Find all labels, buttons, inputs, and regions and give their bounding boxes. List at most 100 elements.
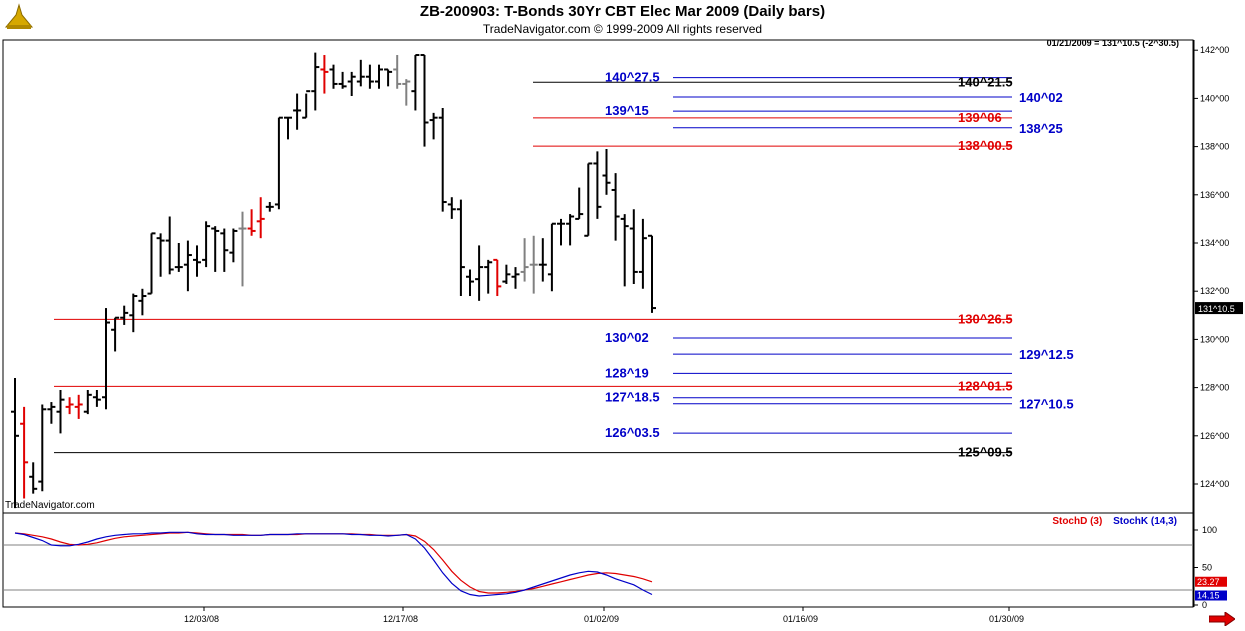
price-bar: [138, 288, 147, 316]
price-bar: [129, 293, 138, 333]
level-label: 130^26.5: [958, 311, 1013, 326]
price-bar: [74, 394, 83, 419]
price-bar: [602, 149, 611, 195]
price-bar: [547, 222, 556, 292]
level-label: 139^15: [605, 103, 649, 118]
chart-title: ZB-200903: T-Bonds 30Yr CBT Elec Mar 200…: [419, 3, 826, 20]
price-bar: [620, 214, 629, 287]
price-bar: [202, 221, 211, 268]
price-bar: [65, 397, 74, 415]
price-bar: [638, 218, 647, 289]
price-bar: [611, 173, 620, 241]
oscillator-pane-frame: [2, 512, 1194, 608]
price-bar: [220, 228, 229, 272]
price-bar: [265, 202, 274, 212]
price-bar: [538, 238, 547, 282]
price-bar: [38, 404, 47, 492]
price-bar: [165, 216, 174, 275]
price-bar: [566, 214, 575, 246]
y-tick-label: 140^00: [1200, 93, 1229, 103]
price-bar: [311, 52, 320, 111]
price-bar: [284, 116, 292, 140]
y-tick-label: 130^00: [1200, 334, 1229, 344]
x-tick-label: 01/02/09: [584, 614, 619, 624]
price-bar: [456, 199, 465, 297]
legend-stochK: StochK (14,3): [1113, 516, 1177, 527]
y-tick-label: 134^00: [1200, 238, 1229, 248]
price-bar: [484, 259, 493, 294]
y-tick-label: 128^00: [1200, 383, 1229, 393]
level-label: 127^18.5: [605, 390, 660, 405]
level-label: 130^02: [605, 330, 649, 345]
price-bar: [502, 264, 511, 284]
level-label: 125^09.5: [958, 445, 1013, 460]
price-bar: [593, 151, 602, 219]
watermark: TradeNavigator.com: [5, 500, 95, 511]
price-bar: [229, 228, 238, 263]
price-bar: [338, 71, 347, 89]
price-bar: [29, 462, 38, 494]
price-bar: [274, 116, 283, 210]
osc-y-tick-label: 0: [1202, 600, 1207, 610]
price-bar: [102, 308, 110, 410]
price-bar: [629, 209, 638, 284]
stochD-value: 23.27: [1197, 577, 1220, 587]
y-tick-label: 142^00: [1200, 45, 1229, 55]
level-label: 138^00.5: [958, 138, 1013, 153]
scroll-right-arrow-icon[interactable]: [1209, 612, 1235, 626]
level-label: 139^06: [958, 110, 1002, 125]
price-bar: [329, 64, 338, 89]
price-bar: [247, 209, 256, 236]
price-bar: [520, 238, 529, 282]
price-bar: [393, 55, 402, 89]
price-bar: [493, 258, 502, 297]
level-label: 140^21.5: [958, 74, 1013, 89]
price-bar: [147, 232, 156, 295]
price-bar: [174, 243, 183, 272]
level-label: 140^02: [1019, 90, 1063, 105]
stochK-value-box: [1195, 590, 1227, 601]
price-bar: [575, 187, 584, 220]
price-bar: [375, 64, 383, 89]
level-label: 126^03.5: [605, 425, 660, 440]
x-tick-label: 01/30/09: [989, 614, 1024, 624]
price-bar: [420, 54, 429, 147]
level-label: 128^19: [605, 365, 649, 380]
level-label: 140^27.5: [605, 70, 660, 85]
price-bar: [120, 305, 129, 325]
price-bar: [56, 390, 65, 434]
level-label: 138^25: [1019, 121, 1063, 136]
price-bar: [511, 267, 520, 289]
price-bar: [648, 234, 656, 313]
price-bar: [365, 64, 374, 89]
y-tick-label: 124^00: [1200, 479, 1229, 489]
price-bar: [302, 90, 311, 119]
level-label: 129^12.5: [1019, 347, 1074, 362]
last-price-label: 131^10.5: [1198, 304, 1235, 314]
price-bar: [193, 245, 201, 277]
last-price-box: [1195, 302, 1243, 315]
price-bar: [557, 218, 565, 246]
price-bar: [156, 233, 165, 277]
price-bar: [211, 226, 220, 272]
y-tick-label: 126^00: [1200, 431, 1229, 441]
osc-y-tick-label: 100: [1202, 525, 1217, 535]
price-bar: [447, 197, 456, 219]
stochD-value-box: [1195, 576, 1227, 587]
price-bar: [384, 68, 393, 87]
price-bar: [402, 79, 411, 106]
price-bar: [83, 390, 92, 415]
x-tick-label: 12/17/08: [383, 614, 418, 624]
level-label: 127^10.5: [1019, 397, 1074, 412]
oscillator-legend: StochD (3) StochK (14,3): [1052, 516, 1177, 527]
price-bar: [183, 240, 192, 292]
y-tick-label: 132^00: [1200, 286, 1229, 296]
trade-navigator-logo-icon: [4, 3, 34, 29]
price-bar: [20, 406, 29, 499]
price-bar: [438, 108, 447, 212]
x-tick-label: 12/03/08: [184, 614, 219, 624]
price-bar: [529, 235, 538, 294]
price-bar: [256, 197, 265, 239]
price-bar: [411, 54, 420, 111]
